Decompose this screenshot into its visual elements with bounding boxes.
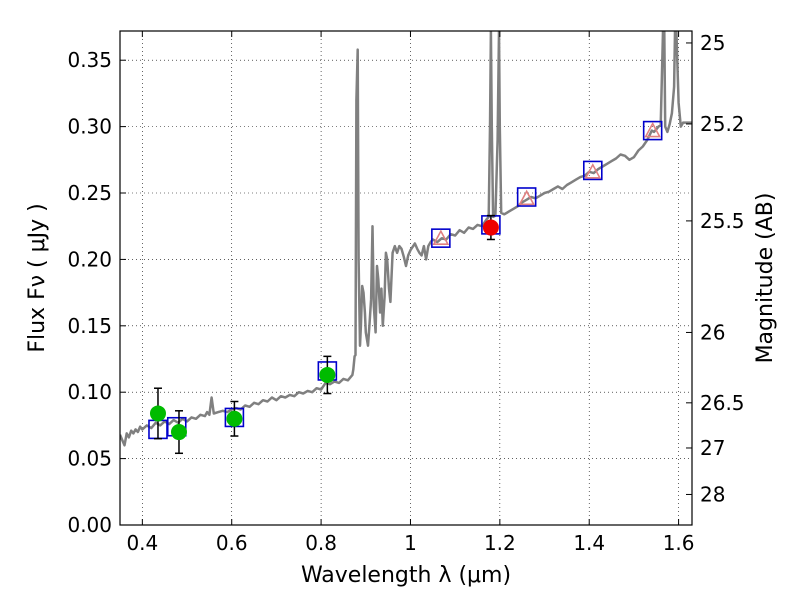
optical-point	[319, 366, 336, 383]
ir-point	[482, 219, 499, 236]
x-tick-label: 1.6	[663, 531, 695, 555]
x-tick-label: 1	[404, 531, 417, 555]
mag-tick-label: 25	[700, 31, 725, 55]
y-tick-label: 0.35	[67, 48, 112, 72]
mag-tick-label: 25.2	[700, 112, 745, 136]
markers-layer	[148, 120, 663, 455]
y-tick-label: 0.05	[67, 447, 112, 471]
ir-triangle-point	[644, 121, 662, 138]
x-axis-label: Wavelength λ (μm)	[301, 563, 511, 588]
optical-point	[170, 424, 187, 441]
x-tick-label: 1.2	[484, 531, 516, 555]
y-tick-label: 0.15	[67, 314, 112, 338]
ir-triangle-point	[584, 163, 602, 179]
mag-tick-label: 28	[700, 482, 725, 506]
mag-tick-label: 27	[700, 436, 725, 460]
spectrum-line	[120, 31, 692, 447]
y-tick-label: 0.25	[67, 181, 112, 205]
y-tick-label: 0.20	[67, 247, 112, 271]
y-axis-label-right: Magnitude (AB)	[753, 193, 778, 364]
y-tick-label: 0.00	[67, 513, 112, 537]
optical-point	[226, 410, 243, 427]
x-tick-label: 0.4	[126, 531, 158, 555]
model-square	[582, 160, 603, 181]
optical-point	[149, 405, 166, 422]
y-axis-label: Flux Fν ( μJy )	[25, 203, 50, 352]
model-square	[642, 120, 663, 141]
y-tick-label: 0.10	[67, 380, 112, 404]
spectrum-layer	[120, 31, 692, 447]
y-tick-label: 0.30	[67, 115, 112, 139]
model-square	[516, 187, 537, 207]
plot-frame	[119, 30, 693, 526]
ir-triangle-point	[432, 229, 450, 245]
mag-tick-label: 26	[700, 320, 725, 344]
x-tick-label: 1.4	[573, 531, 605, 555]
model-square	[431, 228, 451, 248]
mag-tick-label: 25.5	[700, 209, 745, 233]
ir-triangle-point	[518, 189, 535, 206]
mag-tick-label: 26.5	[700, 391, 745, 415]
x-tick-label: 0.8	[305, 531, 337, 555]
tick-layer: 0.4 0.6 0.8 1 1.2 1.4 1.6 0.00 0.05 0.10 0.15 0.20 0…	[67, 31, 744, 555]
x-tick-label: 0.6	[216, 531, 248, 555]
grid-lines	[120, 31, 692, 525]
